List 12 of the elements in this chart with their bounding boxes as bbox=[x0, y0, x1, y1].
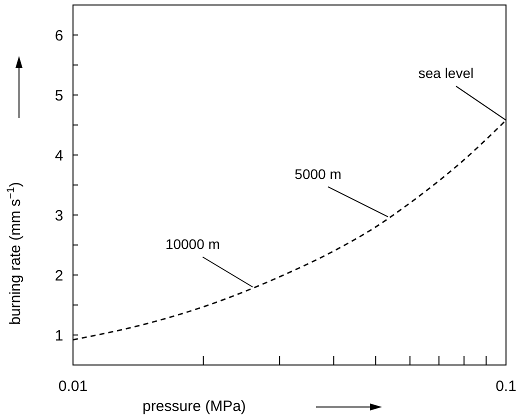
y-tick-label: 3 bbox=[54, 207, 64, 224]
y-tick-label: 4 bbox=[54, 147, 64, 164]
annotation: sea level bbox=[418, 65, 474, 82]
x-axis-title: pressure (MPa) bbox=[142, 398, 246, 415]
y-tick-label: 1 bbox=[54, 327, 64, 344]
x-tick-label: 0.01 bbox=[58, 378, 88, 395]
annotation: 5000 m bbox=[294, 166, 342, 182]
y-tick-label: 6 bbox=[54, 27, 64, 44]
annotation: 10000 m bbox=[165, 236, 220, 252]
y-tick-label: 2 bbox=[54, 267, 64, 284]
y-tick-label: 5 bbox=[54, 87, 64, 104]
x-tick-label: 0.1 bbox=[496, 378, 516, 395]
